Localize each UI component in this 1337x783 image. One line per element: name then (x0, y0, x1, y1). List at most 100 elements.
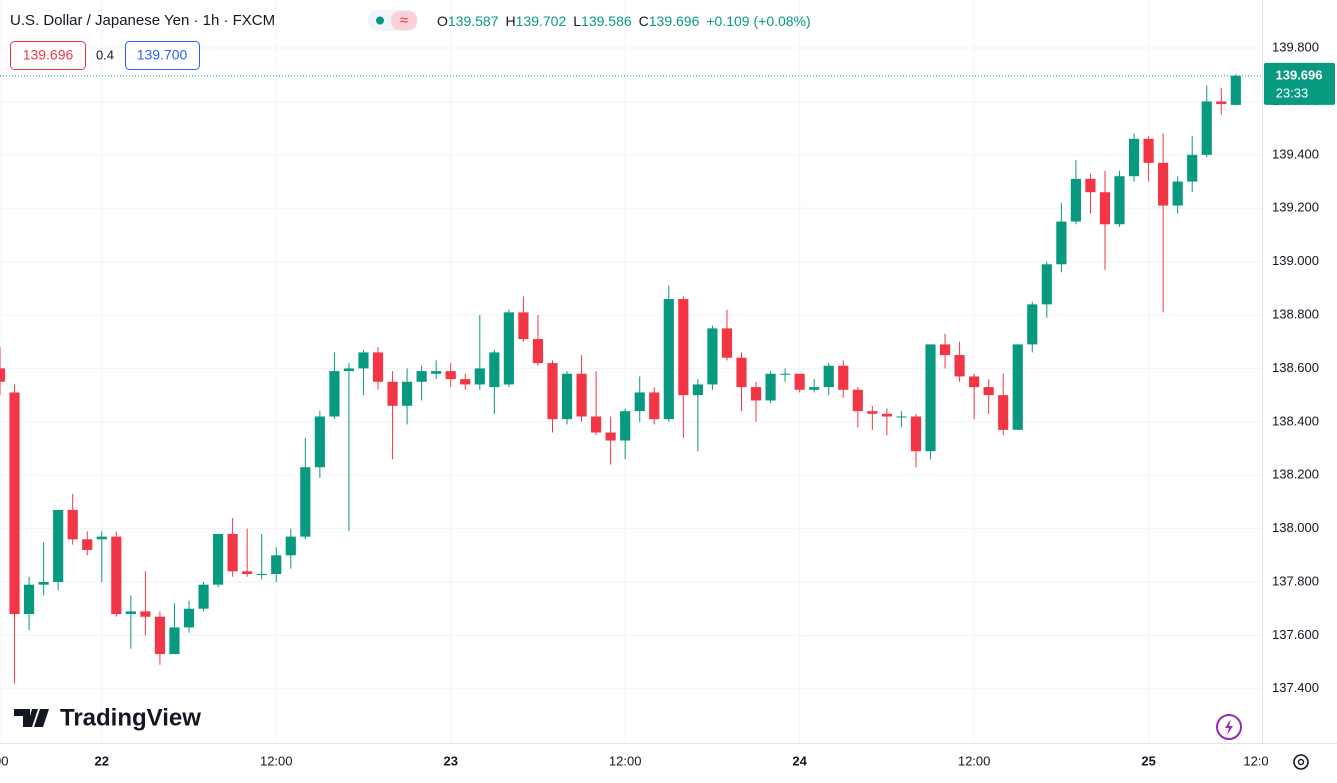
axes: 137.400 137.600 137.800 138.000 138.200 138.4… (0, 39, 1335, 768)
h-label: H (506, 13, 516, 29)
candle-body (416, 371, 427, 382)
candle-body (198, 584, 209, 609)
candle-body (1172, 181, 1183, 206)
candle-body (271, 555, 282, 575)
candle-body (38, 582, 49, 585)
candle-body (212, 533, 224, 585)
candle-body (1187, 154, 1198, 182)
candle-body (707, 328, 718, 385)
candle-body (620, 411, 631, 441)
x-tick-label: 23 (443, 753, 457, 768)
market-open-dot (376, 16, 384, 25)
settings-button[interactable] (1293, 754, 1309, 770)
candle-body (823, 365, 834, 388)
x-tick-label: 12:0 (1243, 753, 1268, 768)
y-tick-label: 139.200 (1272, 200, 1319, 215)
candle-body (1216, 101, 1227, 105)
ask[interactable]: 139.700 (137, 47, 188, 63)
candle-body (954, 355, 965, 377)
candles (0, 74, 1241, 684)
y-tick-label: 139.800 (1272, 39, 1319, 54)
x-tick-label: 22 (95, 753, 109, 768)
candle-body (372, 352, 384, 382)
candle-body (1085, 178, 1096, 193)
candle-body (780, 373, 791, 375)
l-value: 139.586 (581, 13, 632, 29)
h-value: 139.702 (516, 13, 567, 29)
candle-body (532, 339, 544, 364)
candle-body (794, 373, 805, 390)
candle-body (1012, 344, 1023, 430)
candle-body (925, 344, 936, 452)
candle-body (881, 413, 892, 417)
candle-body (678, 299, 689, 396)
countdown: 23:33 (1276, 85, 1309, 100)
candle-body (692, 384, 703, 396)
logo-icon (14, 709, 49, 727)
candle-body (314, 416, 325, 468)
y-tick-label: 137.600 (1272, 627, 1319, 642)
candle-body (838, 365, 849, 390)
candle-body (111, 536, 122, 615)
legend: U.S. Dollar / Japanese Yen · 1h · FXCM ≈… (10, 10, 811, 70)
o-label: O (437, 13, 448, 29)
candle-body (285, 536, 296, 556)
ohlc: O139.587 H139.702 L139.586 C139.696 +0.109 (… (437, 13, 811, 29)
candle-body (96, 536, 107, 540)
change: +0.109 (+0.08%) (706, 13, 810, 29)
y-tick-label: 138.000 (1272, 520, 1319, 535)
candle-body (329, 371, 340, 417)
candle-body (1230, 75, 1241, 105)
candle-body (576, 373, 587, 417)
candle-body (809, 387, 820, 390)
sell-box[interactable] (10, 41, 86, 70)
lightning-icon (1225, 719, 1233, 735)
candle-body (1027, 304, 1038, 345)
candle-body (634, 392, 645, 412)
candle-body (402, 381, 413, 406)
candle-body (140, 611, 151, 617)
x-tick-label: 12:00 (609, 753, 642, 768)
candle-body (750, 387, 762, 401)
candle-body (939, 344, 951, 356)
price-axis-border (1262, 0, 1263, 743)
candle-body (663, 299, 674, 420)
candle-body (242, 571, 253, 575)
bid[interactable]: 139.696 (23, 47, 74, 63)
candle-body (591, 416, 602, 433)
candle-body (445, 371, 456, 380)
candle-body (1099, 192, 1111, 225)
candle-body (736, 357, 747, 388)
y-tick-label: 138.800 (1272, 306, 1319, 321)
candle-body (910, 416, 922, 452)
candle-body (1128, 138, 1140, 177)
spread: 0.4 (96, 47, 114, 62)
logo-text: TradingView (60, 704, 201, 731)
y-tick-label: 138.600 (1272, 360, 1319, 375)
c-label: C (639, 13, 649, 29)
candle-body (154, 616, 166, 655)
lightning-button[interactable] (1216, 714, 1242, 740)
candle-body (23, 584, 35, 615)
candle-body (82, 539, 93, 550)
candle-body (300, 467, 311, 537)
o-value: 139.587 (448, 13, 499, 29)
c-value: 139.696 (649, 13, 700, 29)
x-tick-label: 25 (1141, 753, 1155, 768)
y-tick-label: 138.200 (1272, 467, 1319, 482)
y-tick-label: 138.400 (1272, 413, 1319, 428)
candle-body (227, 533, 238, 572)
candle-body (721, 328, 733, 358)
candle-body (1056, 221, 1067, 265)
candle-body (852, 389, 863, 412)
candle-body (649, 392, 660, 420)
candle-body (561, 373, 573, 420)
candle-body (1158, 162, 1169, 206)
buy-box[interactable] (125, 41, 200, 70)
candle-body (1114, 176, 1125, 225)
candle-body (765, 373, 776, 401)
delayed-badge (391, 11, 417, 30)
candle-body (474, 368, 485, 385)
x-tick-label: 00 (0, 753, 8, 768)
